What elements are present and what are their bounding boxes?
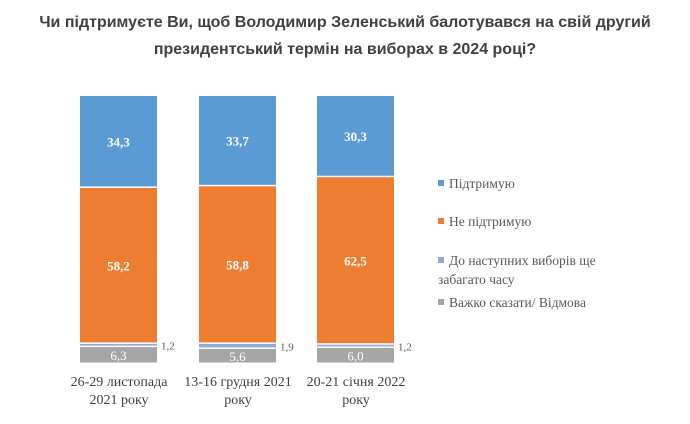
- bar-segment: [199, 343, 276, 348]
- bar-segment: [80, 187, 157, 343]
- data-label: 30,3: [344, 129, 367, 144]
- bar-segment: [317, 96, 394, 176]
- x-tick-label: 13-16 грудня 2021 року: [184, 375, 292, 408]
- legend-item-hard-to-say: Важко сказати/ Відмова: [438, 293, 608, 312]
- data-label: 1,2: [398, 341, 412, 353]
- data-label: 58,2: [107, 258, 130, 273]
- bar-segment: [80, 347, 157, 363]
- bar-segment: [199, 96, 276, 185]
- x-tick-label: 20-21 січня 2022 року: [306, 375, 406, 408]
- data-label: 34,3: [107, 134, 130, 149]
- legend-swatch: [438, 180, 444, 186]
- legend-item-too-early: До наступних виборів ще забагато часу: [438, 253, 596, 287]
- data-label: 1,9: [280, 341, 294, 353]
- title-line-2: президентський термін на виборах в 2024 …: [153, 41, 537, 58]
- legend-swatch: [438, 257, 444, 263]
- data-label: 62,5: [344, 253, 367, 268]
- chart-title: Чи підтримуєте Ви, щоб Володимир Зеленсь…: [0, 9, 690, 63]
- data-label: 33,7: [226, 134, 249, 149]
- legend-swatch: [438, 218, 444, 224]
- title-line-1: Чи підтримуєте Ви, щоб Володимир Зеленсь…: [39, 14, 651, 31]
- data-label: 6,0: [347, 348, 363, 363]
- legend-swatch: [438, 299, 444, 305]
- x-tick-label: 26-29 листопада 2021 року: [70, 375, 168, 408]
- bar-segment: [199, 348, 276, 363]
- bar-segment: [80, 343, 157, 346]
- data-label: 1,2: [161, 341, 175, 353]
- bar-segment: [80, 96, 157, 187]
- legend-item-support: Підтримую: [438, 174, 608, 193]
- data-label: 5,6: [229, 349, 246, 364]
- bar-segment: [317, 344, 394, 347]
- bar-segment: [317, 177, 394, 344]
- bar-segment: [199, 186, 276, 343]
- bar-segment: [317, 347, 394, 363]
- legend-item-oppose: Не підтримую: [438, 212, 608, 231]
- data-label: 58,8: [226, 258, 249, 273]
- data-label: 6,3: [110, 348, 126, 363]
